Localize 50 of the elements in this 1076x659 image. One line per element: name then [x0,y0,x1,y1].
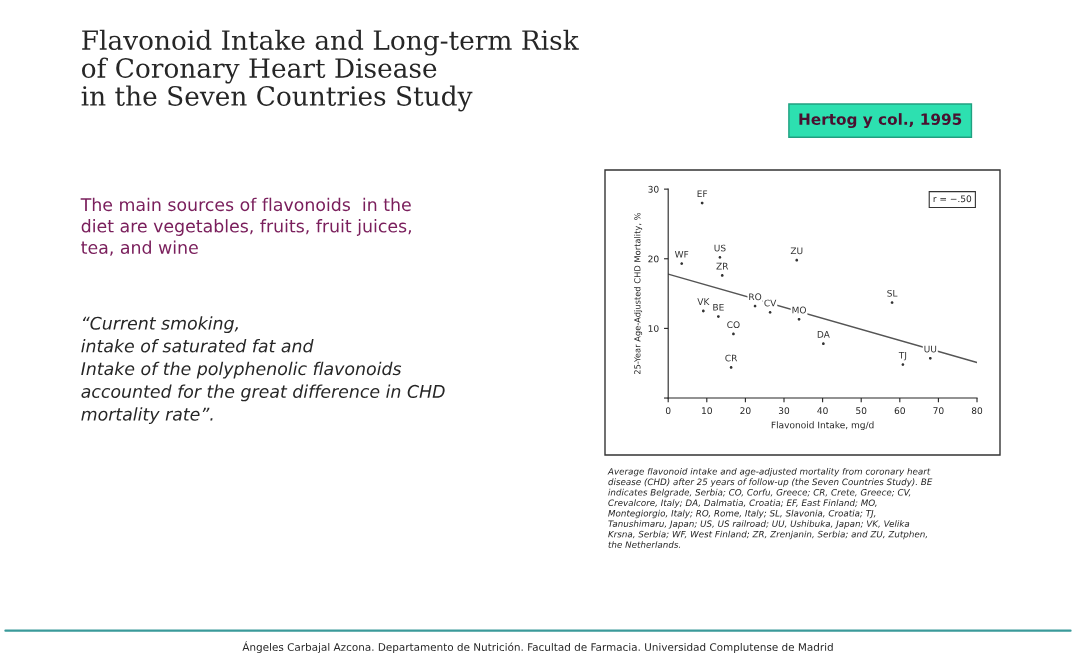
data-label: UU [924,345,937,353]
x-tick-label: 50 [856,407,867,415]
data-label: TJ [898,351,907,361]
x-tick-label: 0 [665,407,671,415]
data-label: CV [764,299,777,307]
data-label: US [714,244,726,252]
data-label: CR [725,354,738,362]
x-tick-label: 70 [933,407,944,415]
data-label: BE [713,303,724,311]
point [797,317,801,321]
data-label: WF [674,251,689,258]
data-label: SL [887,289,898,297]
annotation: r = −.50 [933,195,972,203]
point [821,342,825,346]
point [729,366,733,369]
point [701,309,705,313]
x-tick-label: 40 [817,407,828,415]
data-label: RO [749,293,762,301]
y-tick-label: 30 [648,185,659,193]
text: The main sources of flavonoids in the diet are vegetables, fruits, fruit juices, tea, and wine [80,197,411,256]
point [718,255,722,259]
y-tick-label: 10 [648,325,659,332]
point [928,356,932,360]
text: Hertog y col., 1995 [799,113,962,129]
data-label: DA [817,331,830,338]
x-tick-label: 60 [894,407,905,415]
x-axis-title: Flavonoid Intake, mg/d [771,421,874,431]
text: Average flavonoid intake and age-adjusted mortality from coronary heart disease (CHD) after 25 years of follow-up (the Seven Countries Study). BE indicates Belgrade, Serbia; CO, Corfu, Greece; CR, Crete, Greece; CV, Crevalcore, Italy; DA, Dalmatia, Croatia; EF, East Finland; MO, Montegiorgio, Italy; RO, Rome, Italy; SL, Slavonia, Croatia; TJ, Tanushimaru, Japan; US, US railroad; UU, Ushibuka, Japan; VK, Velika Krsna, Serbia; WF, West Finland; ZR, Zrenjanin, Serbia; and ZU, Zutphen, the Netherlands. [607,467,933,548]
data-label: ZU [790,247,803,255]
text: Flavonoid Intake and Long-term Risk of Coronary Heart Disease in the Seven Countries Study [81,29,579,112]
data-label: VK [697,298,710,305]
text: “Current smoking, intake of saturated fat and Intake of the polyphenolic flavonoids accounted for the great difference in CHD mortality rate”. [81,316,445,425]
point [768,311,772,314]
data-label: CO [727,321,740,329]
text: Ángeles Carbajal Azcona. Departamento de Nutrición. Facultad de Farmacia. Universidad Complutense de Madrid [242,641,833,654]
x-tick-label: 10 [702,407,712,415]
point [732,332,735,336]
data-label: MO [792,306,806,314]
y-axis-title: 25-Year Age-Adjusted CHD Mortality, % [634,212,643,375]
point [890,301,894,305]
data-label: EF [697,190,708,198]
point [901,363,905,366]
point [720,274,724,277]
x-tick-label: 30 [778,407,790,415]
data-label: ZR [716,262,729,270]
x-tick-label: 80 [971,407,983,415]
point [680,262,684,266]
y-tick-label: 20 [648,255,659,263]
point [716,315,720,318]
x-tick-label: 20 [740,407,751,415]
